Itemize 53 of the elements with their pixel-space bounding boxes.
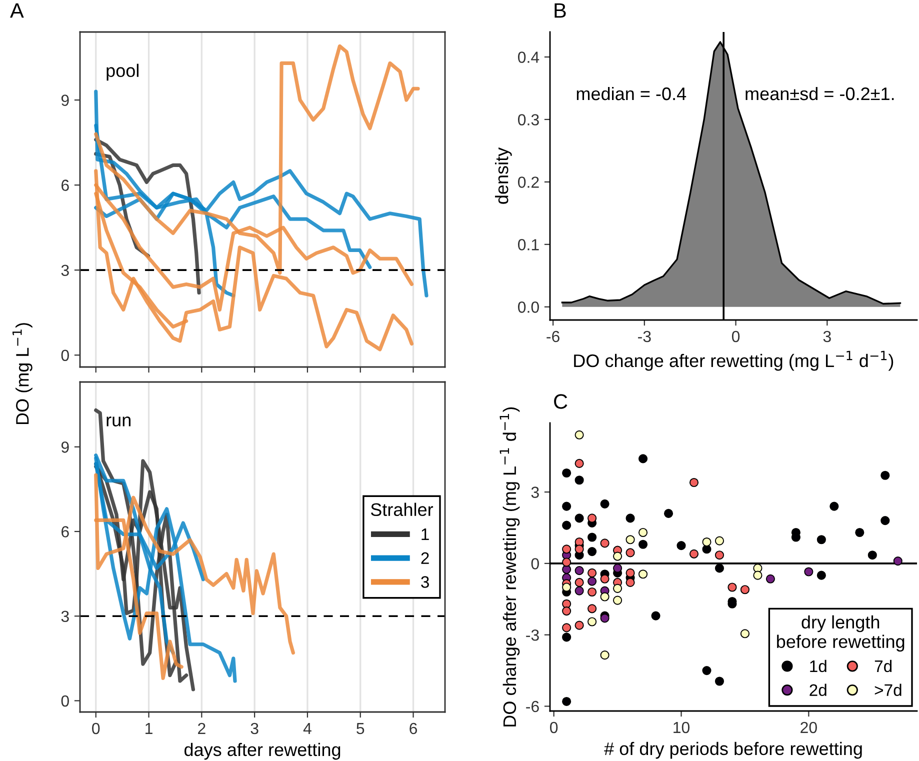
chart-title: A (10, 3, 24, 18)
y-tick-label: 0.0 (518, 302, 539, 313)
annotation: pool (106, 64, 138, 81)
y-tick-label: -3 (526, 629, 539, 641)
y-tick-label: -6 (526, 700, 539, 712)
y-tick-label: 0.4 (518, 52, 540, 63)
y-tick-label: 9 (61, 442, 69, 453)
chart-title: C (554, 394, 568, 409)
y-tick-label: 0 (531, 558, 539, 570)
y-tick-label: 0.2 (518, 176, 539, 188)
chart-title: B (554, 3, 566, 18)
annotation: mean±sd = -0.2±1. (746, 86, 894, 100)
legend-label: 1 (422, 528, 429, 540)
x-tick-label: 0 (732, 330, 740, 342)
x-axis-title: DO change after rewetting (mg L$^{−1}$ d$^{−1}$) (574, 350, 894, 371)
legend-title: dry length before rewetting (777, 615, 904, 652)
y-tick-label: 6 (62, 526, 69, 538)
y-tick-label: 3 (61, 264, 69, 276)
annotation: median = -0.4 (576, 86, 686, 100)
x-tick-label: -3 (638, 330, 651, 342)
x-tick-label: 5 (356, 723, 364, 734)
x-tick-label: 4 (303, 723, 312, 734)
y-tick-label: 0 (61, 695, 69, 707)
legend-label: >7d (874, 684, 902, 696)
x-tick-label: 3 (250, 722, 258, 734)
x-tick-label: 2 (198, 722, 206, 734)
x-tick-label: 0 (550, 722, 558, 734)
y-axis-title: DO (mg L$^{−1}$) (12, 323, 32, 424)
legend-label: 3 (421, 576, 429, 588)
annotation: run (106, 416, 130, 426)
y-tick-label: 9 (61, 94, 69, 106)
x-tick-label: 0 (92, 722, 100, 734)
x-tick-label: 3 (823, 330, 831, 342)
y-tick-label: 0.3 (518, 114, 539, 126)
y-axis-title: density (494, 147, 512, 204)
x-tick-label: 10 (674, 722, 690, 734)
x-tick-label: 20 (800, 722, 817, 734)
y-tick-label: 0 (61, 350, 69, 362)
legend-label: 2d (810, 684, 826, 696)
y-axis-title: DO change after rewetting (mg L$^{−1}$ d$^{−1}$) (500, 407, 520, 726)
y-tick-label: 0.1 (518, 239, 539, 250)
y-tick-label: 3 (531, 486, 539, 498)
y-tick-label: 3 (61, 610, 69, 622)
legend-label: 1d (810, 660, 826, 672)
legend-label: 2 (421, 552, 429, 564)
x-axis-title: days after rewetting (184, 742, 340, 760)
x-tick-label: 6 (410, 722, 417, 734)
y-tick-label: 6 (62, 180, 69, 191)
legend-label: 7d (874, 660, 892, 672)
x-tick-label: 1 (146, 723, 152, 734)
x-axis-title: # of dry periods before rewetting (604, 742, 862, 759)
x-tick-label: -6 (546, 330, 560, 342)
legend-title: Strahler (370, 502, 434, 516)
